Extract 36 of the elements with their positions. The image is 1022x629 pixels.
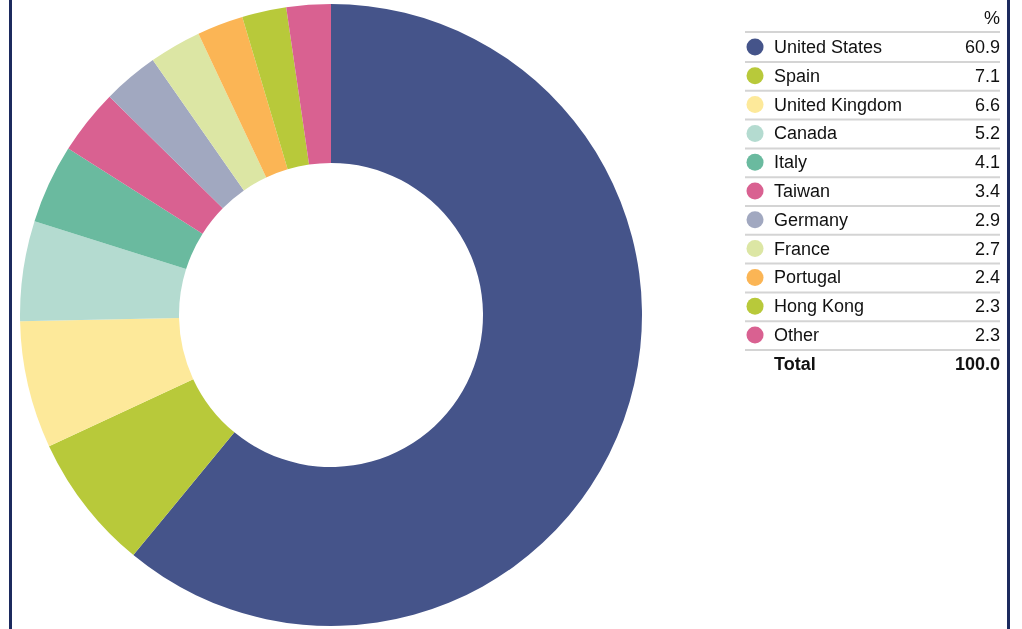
legend-label: Other <box>774 325 820 345</box>
legend-label: Taiwan <box>774 181 831 201</box>
donut-slice <box>20 318 194 447</box>
data-label: 2.4 <box>974 267 1000 288</box>
donut-slice <box>20 221 187 322</box>
legend-label: Canada <box>774 123 839 144</box>
legend-label: France <box>774 238 831 259</box>
donut-slice <box>286 4 331 165</box>
legend-label: Spain <box>774 65 821 86</box>
text: Total <box>774 353 816 374</box>
text: 100.0 <box>954 353 1000 374</box>
data-label: 4.1 <box>974 152 1000 173</box>
legend-label: Germany <box>774 209 849 230</box>
donut-slice <box>242 7 310 170</box>
donut-slice <box>198 16 288 178</box>
data-label: 2.3 <box>974 325 1000 345</box>
data-label: 2.9 <box>974 209 1000 230</box>
legend-label: Portugal <box>774 267 842 288</box>
data-label: 2.7 <box>974 238 1000 259</box>
legend-label: United States <box>774 37 883 57</box>
data-label: 60.9 <box>964 37 1000 57</box>
data-label: 5.2 <box>974 123 1000 144</box>
legend-label: Italy <box>774 152 808 173</box>
data-label: 7.1 <box>974 65 1000 86</box>
donut-slice <box>152 33 267 191</box>
legend-label: United Kingdom <box>774 94 903 115</box>
donut-slice <box>49 379 235 556</box>
data-label: 2.3 <box>974 296 1000 317</box>
donut-slice <box>68 96 223 234</box>
legend-label: Hong Kong <box>774 296 865 317</box>
donut-slice <box>34 148 203 270</box>
data-label: 3.4 <box>974 181 1000 201</box>
legend-title: % <box>983 8 1000 28</box>
donut-slice <box>133 4 642 626</box>
data-label: 6.6 <box>974 94 1000 115</box>
donut-slice <box>109 60 244 209</box>
